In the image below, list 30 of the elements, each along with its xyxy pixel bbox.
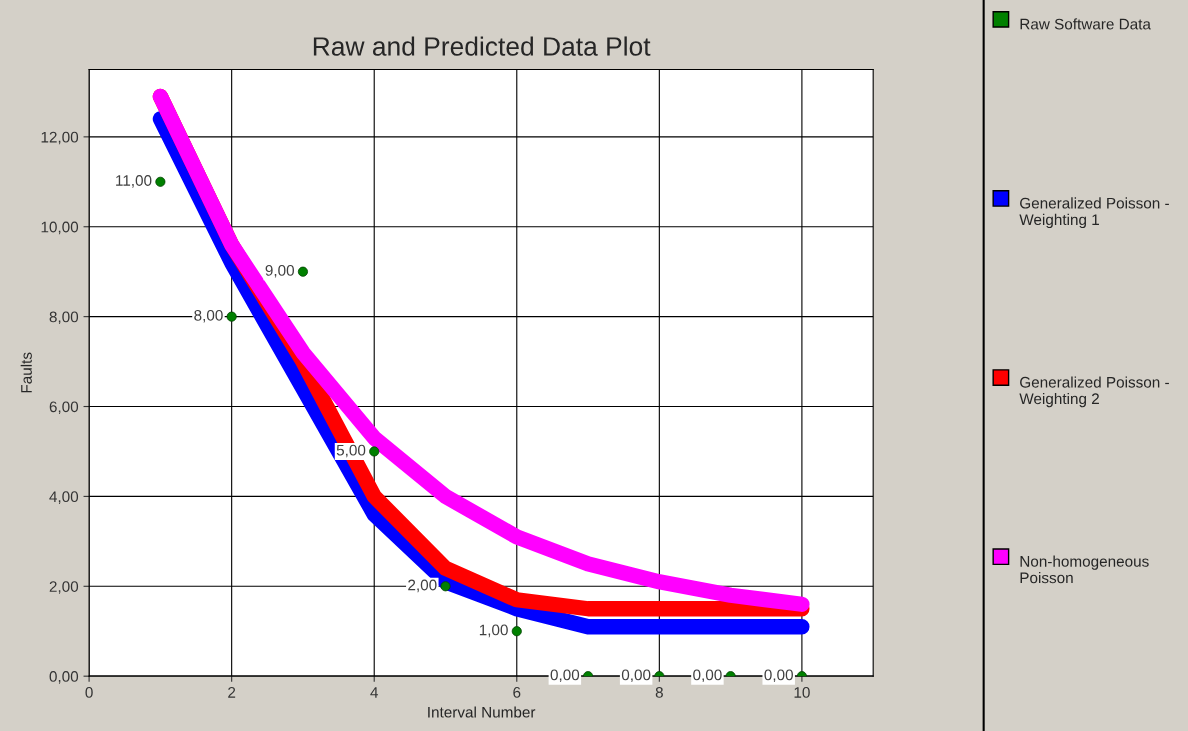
y-tick-label: 4,00: [49, 491, 79, 504]
data-label: 5,00: [336, 444, 366, 458]
y-tick-label: 10,00: [41, 221, 79, 235]
data-label: 9,00: [265, 264, 295, 278]
x-tick-label: 8: [655, 687, 663, 698]
x-tick-label: 0: [85, 687, 93, 698]
x-tick-label: 10: [794, 687, 810, 698]
data-label: 0,00: [693, 669, 722, 683]
y-tick-label: 6,00: [49, 401, 79, 415]
x-tick-label: 6: [513, 687, 521, 698]
x-tick-label: 2: [228, 687, 236, 698]
data-label: 0,00: [764, 669, 793, 683]
legend-label: Raw Software Data: [1020, 18, 1151, 30]
x-tick-label: 4: [370, 687, 379, 698]
legend-label: Generalized Poisson - Weighting 2: [1019, 376, 1169, 408]
y-axis-title: Faults: [20, 352, 32, 393]
y-tick-label: 8,00: [49, 311, 79, 325]
x-axis-title: Interval Number: [428, 706, 536, 718]
data-label: 8,00: [194, 309, 223, 323]
legend-label: Generalized Poisson - Weighting 1: [1019, 197, 1169, 229]
legend-label: Non-homogeneous Poisson: [1020, 555, 1149, 584]
y-tick-label: 0,00: [49, 671, 79, 684]
data-label: 11,00: [116, 175, 152, 188]
y-tick-label: 2,00: [49, 581, 79, 594]
data-label: 1,00: [479, 624, 508, 638]
data-label: 2,00: [408, 579, 437, 593]
y-tick-label: 12,00: [41, 131, 79, 145]
data-label: 0,00: [550, 669, 580, 683]
chart-title: Raw and Predicted Data Plot: [313, 36, 651, 56]
data-label: 0,00: [621, 669, 651, 683]
